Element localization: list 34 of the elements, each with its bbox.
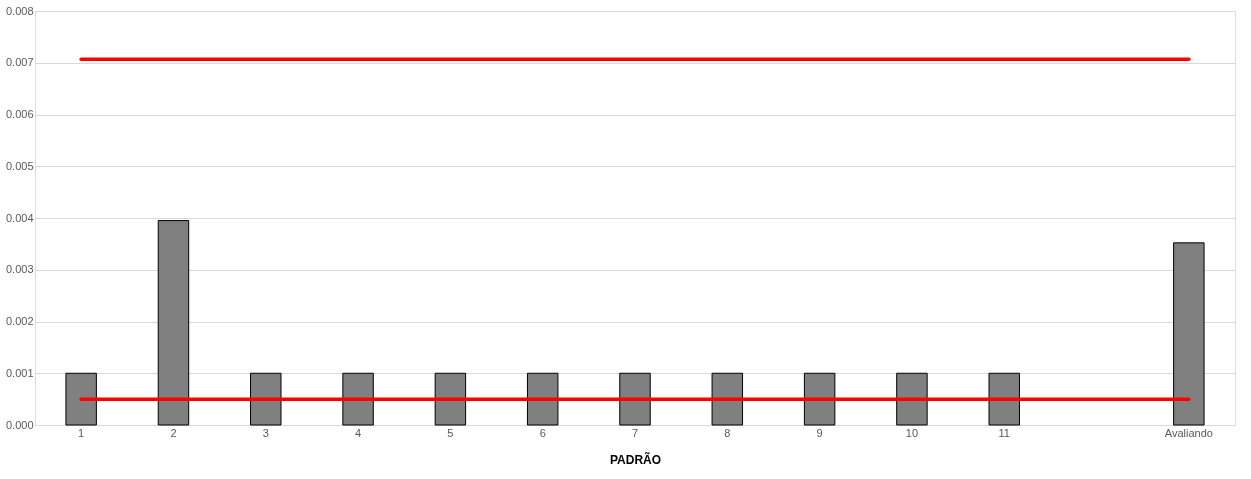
x-tick-label: Avaliando [1164, 426, 1213, 439]
y-tick-label: 0.002 [5, 315, 34, 327]
bar [526, 372, 559, 426]
y-tick-label: 0.007 [5, 56, 34, 69]
x-tick-label: 5 [447, 426, 454, 439]
bar [619, 372, 651, 426]
x-tick-label: 1 [78, 426, 85, 439]
bar [803, 372, 836, 426]
x-tick-label: 3 [262, 426, 269, 439]
bar [250, 372, 282, 426]
y-tick-label: 0.004 [5, 211, 34, 224]
x-tick-label: 4 [355, 426, 362, 439]
bar [342, 372, 374, 426]
y-tick-label: 0.003 [5, 263, 34, 276]
y-tick-label: 0.000 [5, 418, 34, 431]
x-tick-label: 10 [905, 426, 919, 439]
bar [896, 372, 928, 426]
bar [988, 372, 1020, 426]
bar [65, 372, 97, 426]
x-tick-label: 11 [998, 426, 1010, 439]
x-tick-label: 9 [816, 426, 823, 439]
x-tick-label: 7 [631, 426, 639, 439]
y-tick-label: 0.001 [5, 366, 34, 379]
bar [434, 372, 467, 426]
bar [1173, 242, 1205, 426]
y-tick-label: 0.008 [5, 4, 34, 17]
y-tick-label: 0.005 [5, 159, 34, 172]
x-tick-label: 8 [724, 426, 731, 439]
x-tick-label: 6 [539, 426, 546, 439]
bar [711, 372, 744, 426]
bar [157, 220, 190, 426]
x-tick-label: 2 [170, 426, 177, 439]
x-axis-title: PADRÃO [609, 451, 662, 467]
y-tick-label: 0.006 [5, 108, 34, 120]
